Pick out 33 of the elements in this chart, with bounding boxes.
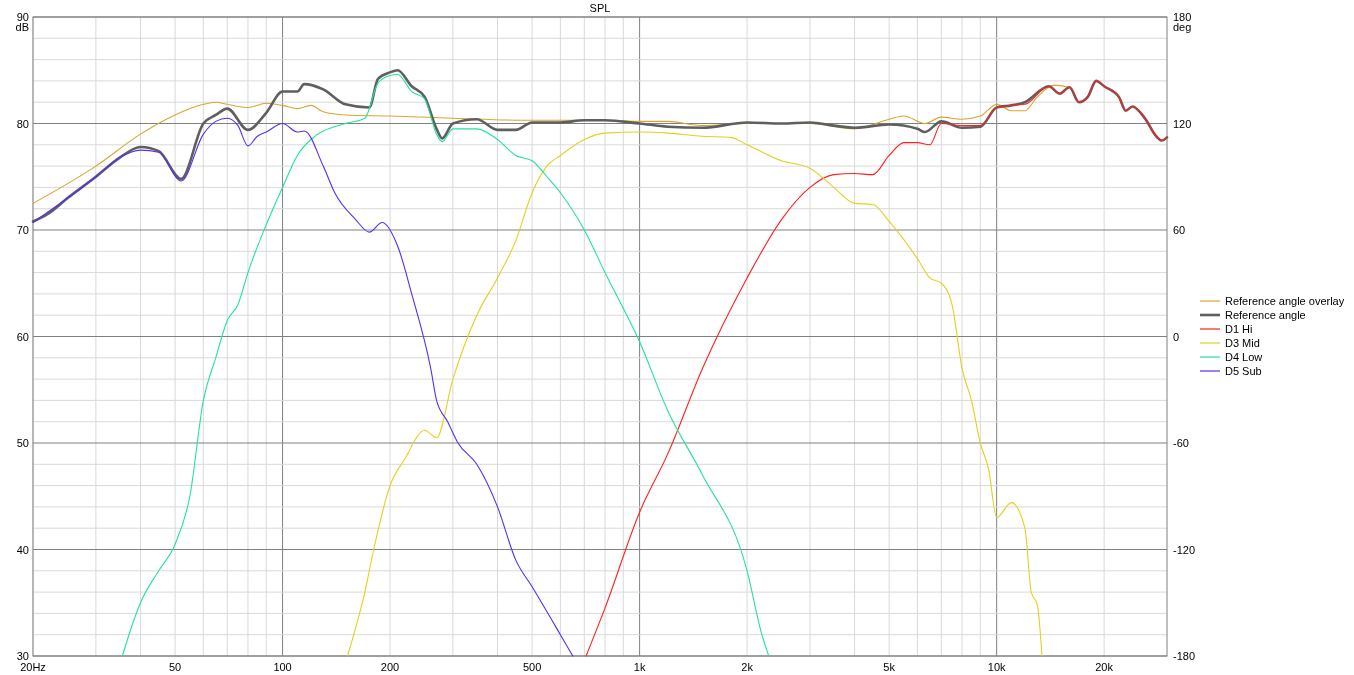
y-tick-label: 90 <box>16 11 29 23</box>
y-tick-label: 30 <box>16 650 29 662</box>
y2-tick-label: 60 <box>1173 224 1186 236</box>
legend-label: D1 Hi <box>1225 323 1253 335</box>
chart-title: SPL <box>589 2 611 14</box>
legend-label: Reference angle <box>1225 309 1306 321</box>
y-tick-label: 40 <box>16 543 29 556</box>
legend-label: D5 Sub <box>1225 365 1262 377</box>
y-tick-label: 70 <box>16 224 29 236</box>
y2-tick-label: -180 <box>1173 650 1196 662</box>
legend-label: Reference angle overlay <box>1225 295 1345 307</box>
x-tick-label: 20k <box>1095 661 1114 673</box>
y2-tick-label: 120 <box>1173 117 1192 130</box>
legend-label: D4 Low <box>1225 351 1263 363</box>
x-tick-label: 100 <box>273 661 292 673</box>
x-tick-label: 10k <box>987 661 1007 673</box>
x-tick-label: 20Hz <box>20 661 46 673</box>
y-tick-label: 80 <box>16 117 29 130</box>
x-tick-label: 5k <box>883 661 896 673</box>
legend-label: D3 Mid <box>1225 337 1260 349</box>
y2-axis-title: deg <box>1173 21 1192 33</box>
y2-tick-label: -60 <box>1173 437 1189 449</box>
x-tick-label: 2k <box>741 661 754 673</box>
x-tick-label: 500 <box>522 661 542 673</box>
y-tick-label: 50 <box>16 437 29 449</box>
x-tick-label: 50 <box>168 661 182 673</box>
x-tick-label: 1k <box>633 661 646 673</box>
y2-tick-label: -120 <box>1173 543 1196 556</box>
y-axis-title: dB <box>15 21 29 33</box>
y-tick-label: 60 <box>16 330 29 343</box>
y2-tick-label: 180 <box>1173 11 1192 23</box>
x-tick-label: 200 <box>380 661 400 673</box>
y2-tick-label: 0 <box>1173 330 1180 343</box>
